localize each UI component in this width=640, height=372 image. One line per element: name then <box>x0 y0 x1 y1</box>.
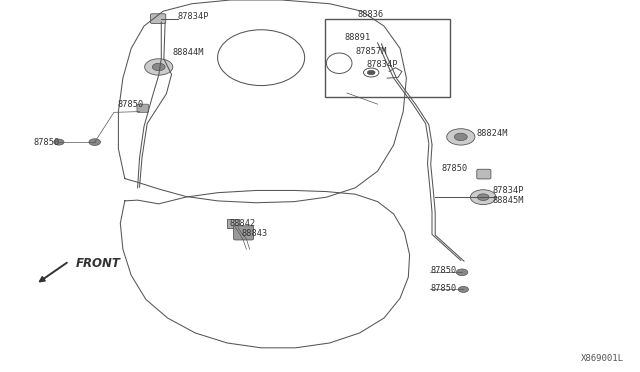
Text: 88843: 88843 <box>242 229 268 238</box>
Bar <box>325 19 450 97</box>
Circle shape <box>367 70 375 75</box>
Bar <box>227 219 239 228</box>
Text: 88836: 88836 <box>357 10 383 19</box>
Circle shape <box>458 286 468 292</box>
Text: 87850: 87850 <box>430 284 456 293</box>
Circle shape <box>456 269 468 276</box>
Circle shape <box>152 63 165 71</box>
Text: 88845M: 88845M <box>493 196 524 205</box>
Circle shape <box>145 59 173 75</box>
Circle shape <box>477 194 489 201</box>
Text: 87850: 87850 <box>430 266 456 275</box>
Text: 87834P: 87834P <box>493 186 524 195</box>
Text: 88891: 88891 <box>344 33 371 42</box>
Text: 87834P: 87834P <box>366 60 397 69</box>
Text: 87850: 87850 <box>117 100 143 109</box>
FancyBboxPatch shape <box>234 226 253 240</box>
Text: FRONT: FRONT <box>76 257 120 270</box>
Circle shape <box>54 139 64 145</box>
Text: 87834P: 87834P <box>178 12 209 21</box>
Circle shape <box>89 139 100 145</box>
Text: 87857M: 87857M <box>356 47 387 56</box>
FancyBboxPatch shape <box>137 104 148 112</box>
FancyBboxPatch shape <box>477 169 491 179</box>
Circle shape <box>470 190 496 205</box>
Text: 87850: 87850 <box>33 138 60 147</box>
Text: 88824M: 88824M <box>477 129 508 138</box>
Text: X869001L: X869001L <box>581 354 624 363</box>
Circle shape <box>447 129 475 145</box>
Text: 88844M: 88844M <box>173 48 204 57</box>
Circle shape <box>454 133 467 141</box>
Text: 87850: 87850 <box>442 164 468 173</box>
FancyBboxPatch shape <box>150 14 166 23</box>
Text: 88842: 88842 <box>229 219 255 228</box>
